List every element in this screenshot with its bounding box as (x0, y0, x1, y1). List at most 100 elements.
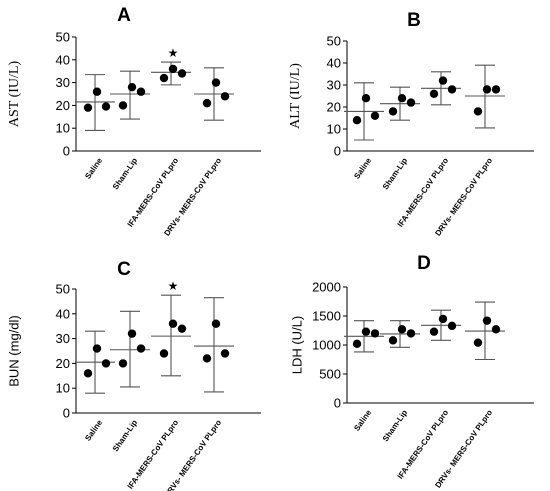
y-tick-label: 50 (327, 34, 341, 49)
data-point (177, 69, 187, 78)
panel-label: B (407, 10, 421, 31)
data-point (127, 82, 137, 92)
y-tick-label: 0 (63, 406, 70, 421)
data-point (429, 89, 439, 99)
group-1: Saline (344, 320, 384, 433)
y-tick-label: 1500 (312, 309, 341, 324)
group-3: IFA-MERS-CoV PLpro (396, 71, 461, 229)
group-1: Saline (344, 82, 384, 181)
group-2: Sham-Lip (380, 86, 420, 191)
category-label: Saline (83, 156, 104, 181)
y-tick-label: 10 (56, 381, 70, 396)
significance-star: ★ (168, 46, 179, 60)
data-point (220, 92, 230, 101)
y-axis-label: ALT (IU/L) (288, 63, 303, 129)
data-point (491, 325, 501, 334)
data-point (447, 85, 457, 94)
data-point (352, 116, 362, 125)
data-point (370, 111, 380, 121)
group-4: DRVs- MERS-CoV PLpro (433, 301, 505, 490)
data-point (397, 325, 407, 334)
y-axis-label: BUN (mg/dl) (6, 315, 21, 387)
data-point (168, 64, 178, 74)
data-point (202, 354, 212, 363)
data-point (397, 94, 407, 103)
category-label: Sham-Lip (111, 156, 139, 191)
panel-label: A (117, 5, 131, 26)
data-point (92, 87, 102, 96)
y-tick-label: 30 (327, 78, 341, 93)
group-2: Sham-Lip (110, 70, 150, 191)
data-point (92, 344, 102, 353)
y-tick-label: 50 (56, 30, 70, 45)
data-point (447, 321, 457, 331)
y-tick-label: 20 (327, 100, 341, 115)
panel-b: B 0 10 20 30 40 50 ALT (IU/L) Saline Sham-LipIFA-… (288, 10, 534, 238)
group-4: DRVs- MERS-CoV PLpro (162, 67, 234, 238)
y-tick-label: 40 (327, 56, 341, 71)
data-point (159, 73, 169, 83)
y-tick-label: 10 (327, 122, 341, 137)
data-point (83, 369, 93, 378)
group-1: Saline (75, 330, 115, 443)
category-label: Sham-Lip (111, 418, 139, 453)
panel-d: D 0 500 1000 1500 2000 LDH (U/L) Saline Sham-Lip… (289, 253, 534, 490)
y-tick-label: 2000 (312, 280, 341, 295)
data-point (159, 349, 169, 358)
data-point (473, 338, 483, 347)
data-point (388, 107, 398, 116)
data-point (127, 329, 137, 338)
data-point (429, 327, 439, 336)
y-tick-label: 20 (56, 356, 70, 371)
data-point (118, 101, 128, 110)
panel-label: C (117, 259, 131, 280)
category-label: Saline (352, 156, 373, 181)
data-point (211, 319, 221, 328)
data-point (438, 314, 448, 324)
group-3: ★IFA-MERS-CoV PLpro (126, 46, 191, 229)
group-2: Sham-Lip (380, 320, 420, 443)
y-axis-label: AST (IU/L) (7, 61, 22, 128)
y-tick-label: 40 (56, 306, 70, 321)
data-point (482, 316, 492, 325)
y-axis-label: LDH (U/L) (289, 316, 304, 375)
data-point (352, 339, 362, 349)
y-tick-label: 40 (56, 52, 70, 67)
data-point (211, 78, 221, 87)
data-point (361, 94, 371, 103)
group-1: Saline (75, 74, 115, 181)
y-tick-label: 1000 (312, 338, 341, 353)
data-point (438, 76, 448, 85)
data-point (168, 319, 178, 328)
data-point (370, 329, 380, 338)
data-point (482, 85, 492, 94)
y-tick-label: 10 (56, 121, 70, 136)
data-point (118, 359, 128, 368)
data-point (83, 103, 93, 112)
data-point (491, 85, 501, 94)
panel-label: D (417, 253, 431, 274)
data-point (177, 324, 187, 333)
y-tick-label: 30 (56, 331, 70, 346)
significance-star: ★ (168, 279, 179, 293)
y-tick-label: 0 (334, 396, 341, 411)
data-point (361, 327, 371, 336)
group-3: IFA-MERS-CoV PLpro (396, 309, 461, 481)
data-point (388, 336, 398, 345)
panel-a: A 0 10 20 30 40 50 AST (IU/L) Saline Sham-Lip★IFA… (7, 5, 261, 238)
y-tick-label: 30 (56, 75, 70, 90)
data-point (406, 329, 416, 338)
y-tick-label: 50 (56, 282, 70, 297)
group-2: Sham-Lip (110, 310, 150, 453)
data-point (101, 102, 111, 111)
y-tick-label: 0 (63, 144, 70, 159)
category-label: Sham-Lip (381, 156, 409, 191)
data-point (202, 98, 212, 108)
y-tick-label: 0 (334, 144, 341, 159)
data-point (406, 98, 416, 107)
data-point (136, 344, 146, 353)
y-tick-label: 500 (319, 367, 341, 382)
data-point (136, 87, 146, 96)
